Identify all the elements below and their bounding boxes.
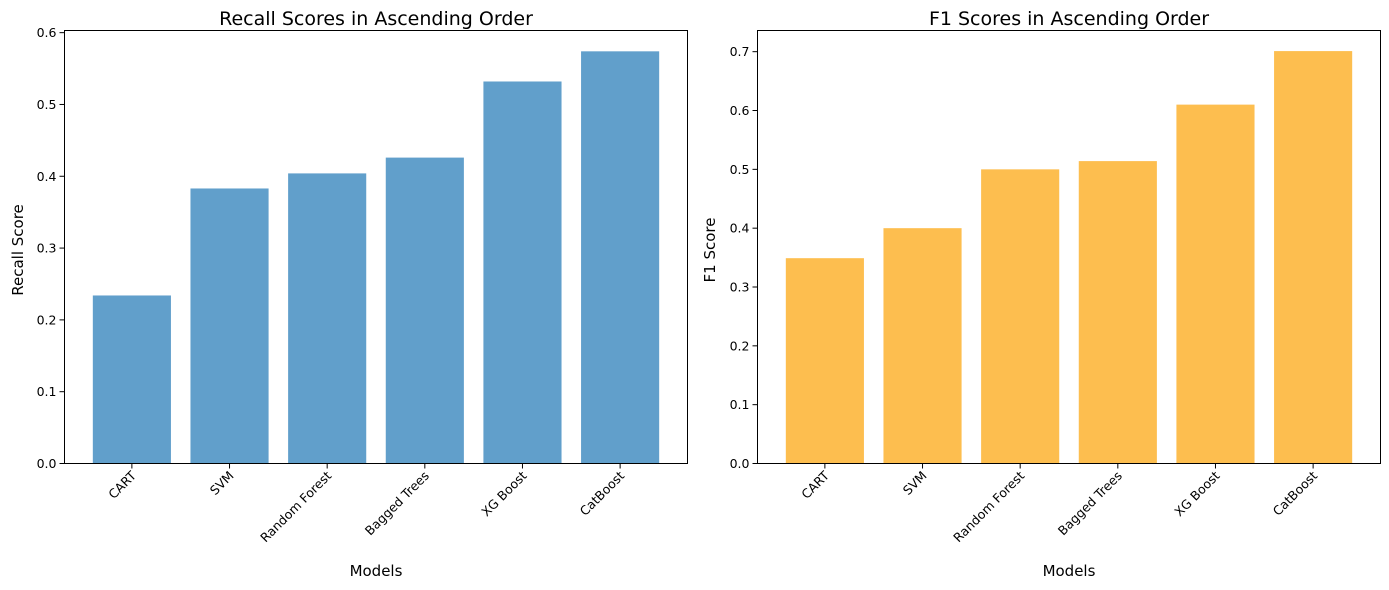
bar-bagged-trees bbox=[385, 157, 464, 464]
y-tick-label: 0.0 bbox=[730, 456, 750, 471]
x-tick-label: CatBoost bbox=[577, 468, 628, 519]
y-tick-label: 0.7 bbox=[730, 44, 750, 59]
x-tick-label: XG Boost bbox=[1171, 468, 1222, 519]
x-tick-label: Bagged Trees bbox=[362, 468, 432, 538]
chart-recall-title: Recall Scores in Ascending Order bbox=[219, 8, 533, 30]
chart-f1-xticks: CART SVM Random Forest Bagged Trees XG Boost… bbox=[798, 463, 1321, 545]
y-tick-label: 0.6 bbox=[37, 25, 57, 40]
y-tick-label: 0.6 bbox=[730, 103, 750, 118]
x-tick-label: SVM bbox=[900, 468, 930, 498]
bar-svm bbox=[190, 188, 269, 464]
y-tick-label: 0.5 bbox=[730, 162, 750, 177]
y-tick-label: 0.3 bbox=[37, 241, 57, 256]
x-tick-label: SVM bbox=[207, 468, 237, 498]
chart-recall-yticks: 0.0 0.1 0.2 0.3 0.4 0.5 0.6 bbox=[37, 25, 65, 471]
bar-xg-boost bbox=[1176, 104, 1255, 464]
y-tick-label: 0.4 bbox=[730, 221, 750, 236]
chart-f1-frame bbox=[757, 30, 1381, 464]
y-tick-label: 0.5 bbox=[37, 97, 57, 112]
x-tick-label: CatBoost bbox=[1270, 468, 1321, 519]
chart-f1: F1 Scores in Ascending Order Models F1 S… bbox=[701, 8, 1381, 580]
y-tick-label: 0.0 bbox=[37, 456, 57, 471]
chart-recall-bars bbox=[92, 51, 660, 464]
chart-f1-xlabel: Models bbox=[1043, 562, 1096, 580]
x-tick-label: XG Boost bbox=[478, 468, 529, 519]
bar-random-forest bbox=[981, 169, 1060, 464]
bar-cart bbox=[92, 295, 171, 464]
y-tick-label: 0.1 bbox=[730, 397, 750, 412]
x-tick-label: CART bbox=[105, 468, 139, 502]
chart-f1-title: F1 Scores in Ascending Order bbox=[929, 8, 1209, 30]
chart-f1-bars bbox=[785, 51, 1353, 464]
y-tick-label: 0.2 bbox=[730, 338, 750, 353]
y-tick-label: 0.3 bbox=[730, 280, 750, 295]
x-tick-label: CART bbox=[798, 468, 832, 502]
x-tick-label: Bagged Trees bbox=[1055, 468, 1125, 538]
y-tick-label: 0.4 bbox=[37, 169, 57, 184]
chart-recall-xticks: CART SVM Random Forest Bagged Trees XG Boost… bbox=[105, 463, 628, 545]
y-tick-label: 0.2 bbox=[37, 312, 57, 327]
y-tick-label: 0.1 bbox=[37, 384, 57, 399]
bar-cart bbox=[785, 258, 864, 464]
chart-recall-ylabel: Recall Score bbox=[9, 204, 27, 296]
bar-svm bbox=[883, 228, 962, 464]
bar-xg-boost bbox=[483, 81, 562, 464]
chart-recall-frame bbox=[64, 30, 688, 464]
bar-catboost bbox=[581, 51, 660, 464]
bar-random-forest bbox=[288, 173, 367, 464]
bar-catboost bbox=[1274, 51, 1353, 464]
chart-recall-xlabel: Models bbox=[350, 562, 403, 580]
chart-f1-yticks: 0.0 0.1 0.2 0.3 0.4 0.5 0.6 0.7 bbox=[730, 44, 758, 471]
chart-recall: Recall Scores in Ascending Order Models … bbox=[9, 8, 688, 580]
x-tick-label: Random Forest bbox=[950, 468, 1027, 545]
chart-f1-ylabel: F1 Score bbox=[701, 218, 719, 283]
x-tick-label: Random Forest bbox=[257, 468, 334, 545]
bar-bagged-trees bbox=[1078, 161, 1157, 464]
